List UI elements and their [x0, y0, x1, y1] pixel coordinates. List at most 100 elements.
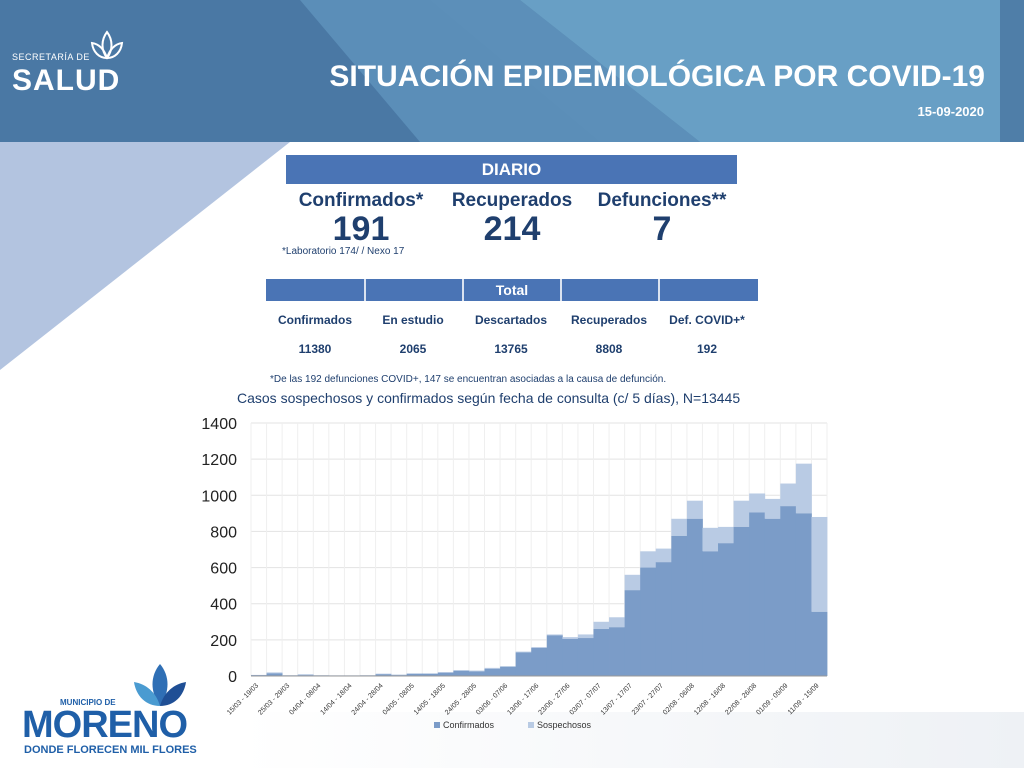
y-tick-label: 1000 [201, 488, 237, 505]
total-recuperados-value: 8808 [595, 342, 623, 356]
sospechosos-bar [422, 673, 439, 674]
y-tick-label: 800 [210, 524, 237, 541]
x-tick-label: 01/09 - 05/09 [755, 682, 789, 716]
daily-recuperados-label: Recuperados [451, 190, 573, 211]
decorative-band [240, 712, 1024, 768]
confirmados-bar [609, 627, 626, 676]
sospechosos-bar [780, 483, 797, 507]
sospechosos-bar [702, 527, 719, 552]
confirmados-bar [577, 638, 594, 676]
x-tick-label: 24/04 - 28/04 [351, 682, 385, 716]
confirmados-bar [453, 670, 470, 676]
confirmados-bar [266, 673, 283, 676]
moreno-tagline-text: DONDE FLORECEN MIL FLORES [24, 744, 197, 756]
divider [462, 279, 464, 301]
confirmados-bar [531, 647, 548, 676]
sospechosos-bar [577, 634, 594, 639]
confirmados-bar [406, 673, 423, 676]
total-confirmados-label: Confirmados [277, 313, 352, 327]
legend-swatch [434, 722, 440, 728]
daily-confirmados: Confirmados* 191 [286, 190, 436, 246]
y-tick-label: 0 [228, 669, 237, 686]
legend-swatch [528, 722, 534, 728]
confirmados-bar [686, 518, 703, 676]
daily-footnote: *Laboratorio 174/ / Nexo 17 [282, 246, 405, 257]
cases-chart: 0 200 400 600 800 1000 1200 1400 15/03 - 19/0325… [201, 416, 828, 730]
x-tick-label: 11/09 - 15/09 [787, 682, 821, 716]
x-tick-label: 13/06 - 17/06 [506, 682, 540, 716]
sospechosos-bar [468, 670, 485, 672]
sospechosos-bar [453, 670, 470, 671]
confirmados-bar [655, 562, 672, 676]
x-tick-label: 02/08 - 06/08 [662, 682, 696, 716]
y-tick-label: 200 [210, 633, 237, 650]
logo-big-text: SALUD [12, 64, 121, 97]
total-heading: Total [266, 279, 758, 301]
x-tick-label: 23/06 - 27/06 [537, 682, 571, 716]
report-date: 15-09-2020 [917, 104, 985, 119]
sospechosos-bar [297, 674, 314, 676]
total-confirmados-value: 11380 [298, 342, 332, 356]
daily-confirmados-value: 191 [332, 210, 390, 248]
sospechosos-bar [562, 637, 579, 639]
page-title: SITUACIÓN EPIDEMIOLÓGICA POR COVID-19 [329, 60, 985, 93]
sospechosos-bar [655, 548, 672, 563]
confirmados-bar [624, 590, 641, 676]
confirmados-bar [780, 506, 797, 676]
sospechosos-bar [593, 621, 610, 630]
header-background [0, 0, 1024, 142]
y-tick-label: 1400 [201, 416, 237, 433]
x-tick-label: 24/05 - 28/05 [444, 682, 478, 716]
divider [658, 279, 660, 301]
divider [560, 279, 562, 301]
x-tick-label: 25/03 - 29/03 [257, 682, 291, 716]
daily-heading: DIARIO [286, 155, 737, 184]
sospechosos-bar [795, 463, 812, 514]
x-tick-label: 13/07 - 17/07 [600, 682, 634, 716]
x-tick-label: 04/05 - 08/05 [382, 682, 416, 716]
sospechosos-bar [406, 673, 423, 674]
confirmados-bar [795, 513, 812, 676]
confirmados-bar [375, 674, 392, 676]
confirmados-bar [593, 629, 610, 676]
moreno-flower-icon [134, 664, 186, 706]
sospechosos-bar [671, 518, 688, 536]
sospechosos-bar [811, 516, 828, 612]
total-en-estudio-value: 2065 [399, 342, 427, 356]
daily-confirmados-label: Confirmados* [298, 190, 424, 211]
y-tick-label: 600 [210, 561, 237, 578]
x-tick-label: 14/04 - 18/04 [319, 682, 353, 716]
x-tick-label: 03/07 - 07/07 [569, 682, 603, 716]
confirmados-bar [718, 543, 734, 676]
total-en-estudio-label: En estudio [382, 313, 444, 327]
flower-icon [90, 30, 124, 60]
total-def-covid-value: 192 [696, 342, 718, 356]
logo-small-text: SECRETARÍA DE [12, 52, 90, 62]
total-footnote: *De las 192 defunciones COVID+, 147 se e… [270, 374, 667, 385]
sospechosos-bar [515, 651, 532, 653]
confirmados-bar [671, 535, 688, 676]
total-descartados-label: Descartados [474, 313, 548, 327]
sospechosos-bar [686, 500, 703, 519]
daily-recuperados: Recuperados 214 [437, 190, 587, 246]
sospechosos-bar [546, 634, 563, 636]
legend-label: Sospechosos [537, 720, 592, 730]
x-tick-label: 23/07 - 27/07 [631, 682, 665, 716]
chart-title: Casos sospechosos y confirmados según fe… [237, 390, 741, 406]
daily-recuperados-value: 214 [483, 210, 541, 248]
divider [364, 279, 366, 301]
daily-heading-label: DIARIO [481, 160, 542, 179]
confirmados-bar [500, 666, 517, 676]
confirmados-bar [546, 635, 563, 676]
x-tick-label: 04/04 - 08/04 [288, 682, 322, 716]
sospechosos-bar [749, 493, 766, 513]
total-descartados-value: 13765 [494, 342, 528, 356]
sospechosos-bar [484, 667, 501, 669]
total-def-covid-label: Def. COVID+* [669, 313, 745, 327]
sospechosos-bar [437, 672, 454, 673]
total-recuperados-label: Recuperados [570, 313, 648, 327]
confirmados-bar [422, 673, 439, 676]
confirmados-bar [484, 668, 501, 676]
sospechosos-bar [609, 617, 626, 628]
header-banner: SECRETARÍA DE SALUD SITUACIÓN EPIDEMIOLÓ… [0, 0, 1024, 142]
